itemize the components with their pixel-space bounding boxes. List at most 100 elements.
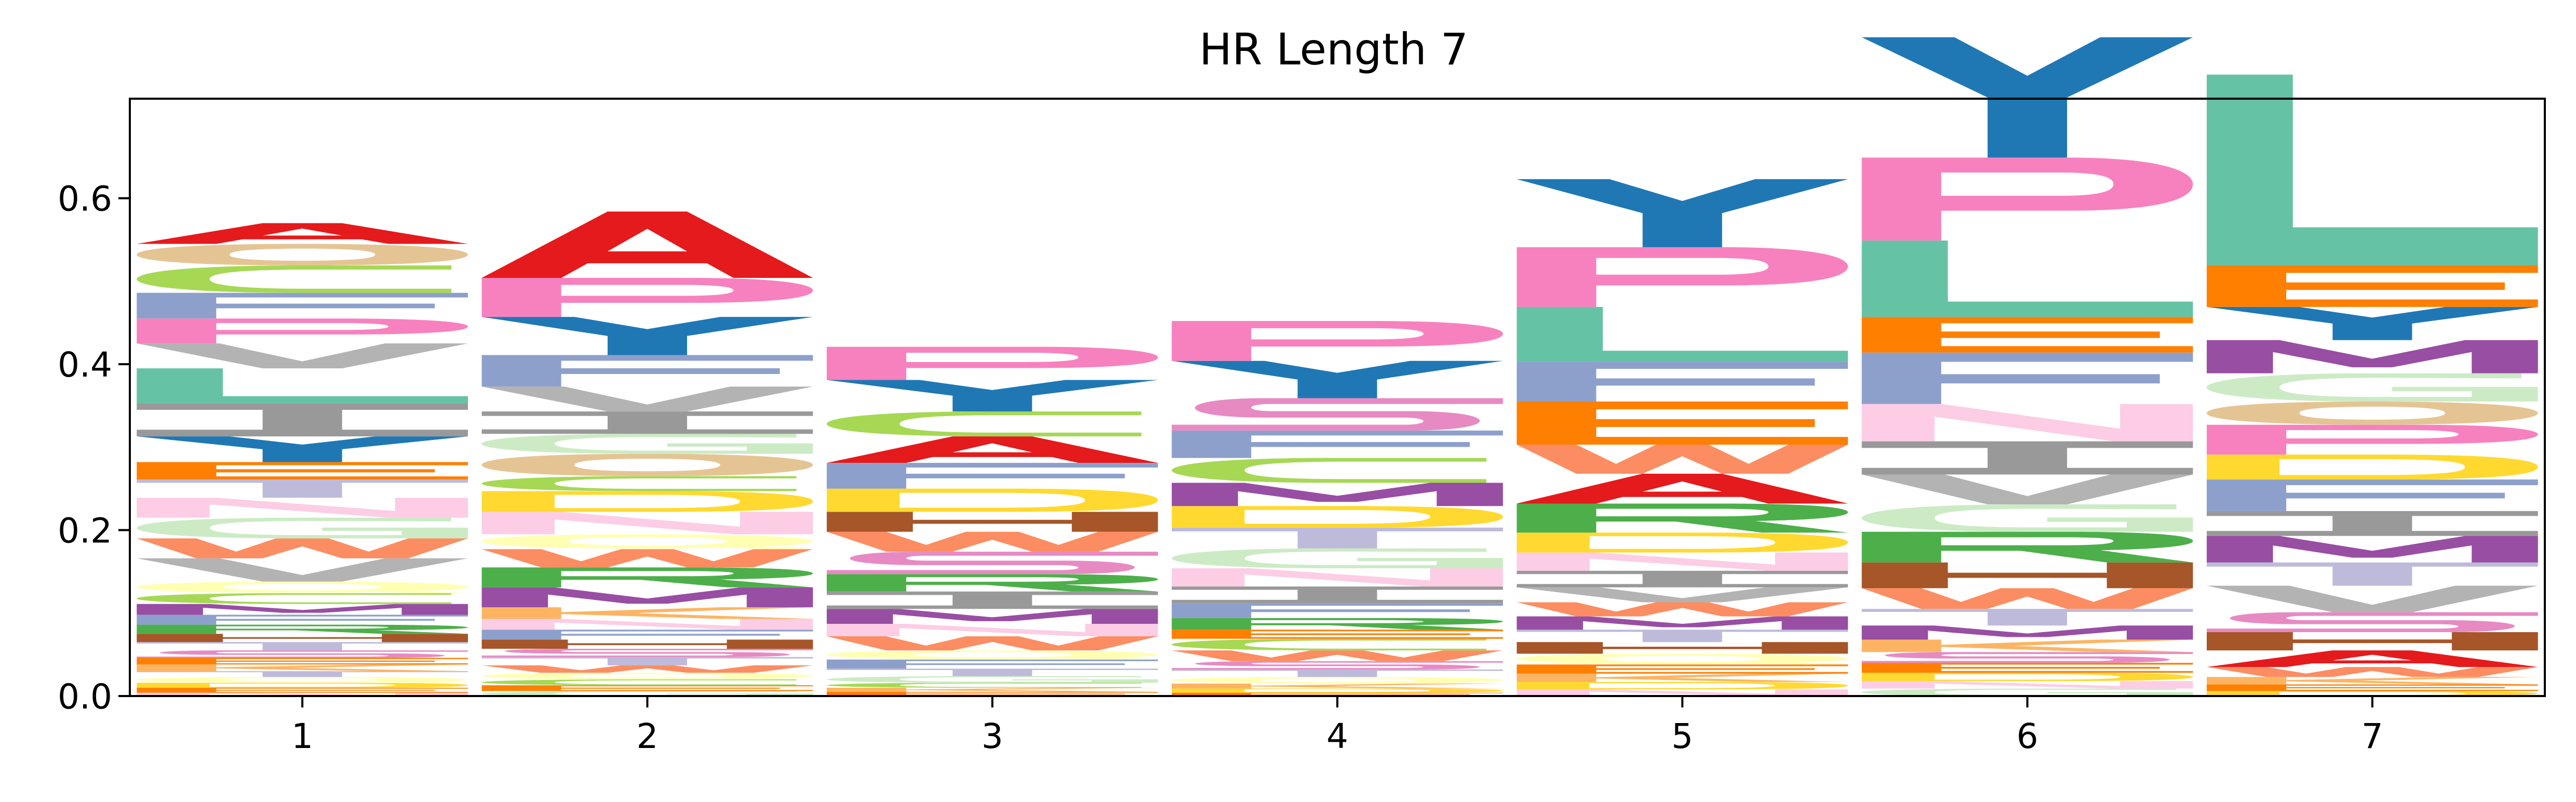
logo-letter-O-pos2-18 [481,453,813,476]
logo-letter-Y-pos5-20 [1517,179,1848,247]
logo-letter-I-pos5-10 [1517,570,1848,587]
logo-letter-R-pos4-9 [1172,618,1503,630]
logo-letter-N-pos5-0 [1517,689,1848,696]
logo-letter-T-pos2-5 [481,657,813,665]
logo-letter-G-pos6-11 [1861,504,2193,532]
logo-letter-I-pos7-10 [2207,511,2538,536]
logo-letter-W-pos1-16 [137,538,468,558]
logo-letter-E-pos7-18 [2207,265,2538,307]
logo-letter-I-pos1-22 [137,403,468,437]
x-tick-label: 3 [982,716,1003,756]
logo-letter-C-pos1-13 [137,593,452,604]
logo-letter-K-pos3-1 [826,688,1158,692]
logo-letter-I-pos2-20 [481,411,813,434]
logo-letter-E-pos1-20 [137,462,468,480]
logo-letter-O-pos1-28 [137,244,468,266]
logo-letter-A-pos3-17 [826,436,1158,463]
logo-letter-H-pos1-9 [137,634,468,643]
logo-letter-E-pos4-0 [1172,692,1503,696]
logo-stack-5 [1517,179,1848,696]
logo-letter-N-pos1-18 [137,498,468,518]
logo-letter-P-pos5-19 [1517,247,1848,307]
logo-letter-Q-pos3-6 [826,650,1158,660]
logo-letter-N-pos6-1 [1861,681,2193,689]
logo-letter-S-pos7-6 [2207,612,2538,633]
logo-letter-Y-pos7-17 [2207,306,2538,340]
logo-letter-K-pos6-5 [1861,639,2193,652]
logo-letter-T-pos1-8 [137,642,468,651]
logo-letter-Y-pos1-21 [137,436,468,462]
logo-letter-E-pos2-1 [481,685,813,691]
logo-letter-M-pos1-12 [137,604,468,615]
logo-letter-G-pos7-15 [2207,373,2538,402]
logo-letter-P-pos2-24 [481,278,813,317]
logo-letter-C-pos4-17 [1172,458,1486,483]
logo-letter-F-pos4-18 [1172,430,1503,458]
logo-letter-W-pos5-15 [1517,445,1848,474]
logo-letter-Q-pos5-4 [1517,653,1848,665]
logo-stack-6 [1861,37,2193,696]
logo-letter-C-pos3-2 [826,683,1142,688]
logo-letter-F-pos6-15 [1861,352,2193,404]
x-tick-label: 1 [291,716,313,756]
logo-letter-H-pos6-9 [1861,562,2193,589]
logo-letter-F-pos4-10 [1172,603,1503,618]
logo-letter-K-pos4-2 [1172,684,1503,689]
logo-letter-E-pos6-3 [1861,663,2193,673]
logo-letter-H-pos2-7 [481,639,813,649]
logo-letter-K-pos7-2 [2207,677,2538,685]
logo-letter-N-pos3-8 [826,624,1158,636]
logo-letter-T-pos5-6 [1517,630,1848,643]
logo-letter-Y-pos2-23 [481,317,813,355]
logo-letter-G-pos4-13 [1172,548,1503,569]
logo-letter-P-pos4-21 [1172,321,1503,361]
logo-letter-E-pos7-1 [2207,684,2538,691]
logo-letter-D-pos7-0 [2207,691,2538,696]
logo-letter-A-pos7-4 [2207,650,2538,667]
logo-letter-T-pos1-19 [137,479,468,498]
logo-letter-L-pos5-18 [1517,306,1848,362]
logo-letter-L-pos6-17 [1861,240,2193,317]
logo-letter-K-pos5-2 [1517,673,1848,682]
y-tick-label: 0.2 [58,511,112,551]
logo-letter-M-pos4-16 [1172,483,1503,506]
logo-letter-F-pos2-22 [481,355,813,387]
logo-letter-G-pos6-0 [1861,688,2193,696]
logo-letter-W-pos2-13 [481,549,813,568]
logo-letter-W-pos7-3 [2207,667,2538,677]
logo-letter-R-pos1-10 [137,624,468,634]
logo-letter-D-pos3-15 [826,488,1158,512]
logo-letter-F-pos3-5 [826,659,1158,669]
logo-letter-Q-pos2-3 [481,673,813,680]
logo-letter-T-pos3-4 [826,669,1158,676]
logo-letter-Q-pos2-14 [481,534,813,550]
logo-letter-F-pos7-11 [2207,479,2538,511]
logo-letter-W-pos3-13 [826,531,1158,552]
x-tick-label: 5 [1671,716,1693,756]
logo-letter-L-pos7-19 [2207,74,2538,266]
logo-letter-E-pos4-8 [1172,630,1503,639]
logo-letter-T-pos4-4 [1172,669,1503,677]
logo-letter-M-pos7-9 [2207,536,2538,563]
logo-letter-M-pos5-7 [1517,616,1848,630]
logo-letter-F-pos2-8 [481,630,813,640]
logo-letter-I-pos4-11 [1172,586,1503,604]
x-tick-label: 2 [636,716,658,756]
logo-letter-R-pos3-11 [826,574,1158,592]
logo-letter-F-pos1-11 [137,614,468,625]
logo-letter-D-pos4-15 [1172,506,1503,528]
logo-letter-M-pos6-6 [1861,625,2193,640]
logo-letter-P-pos6-18 [1861,157,2193,241]
logo-letter-D-pos1-2 [137,683,468,688]
logo-stack-4 [1172,321,1503,696]
logo-letter-P-pos1-25 [137,318,468,344]
logo-letter-Y-pos4-20 [1172,360,1503,398]
logo-letter-V-pos7-7 [2207,585,2538,612]
logo-letter-G-pos2-0 [481,691,813,696]
logo-letter-H-pos7-5 [2207,632,2538,651]
logo-letter-T-pos6-7 [1861,609,2193,626]
logo-letter-T-pos4-14 [1172,527,1503,549]
logo-letter-S-pos4-5 [1172,661,1503,670]
